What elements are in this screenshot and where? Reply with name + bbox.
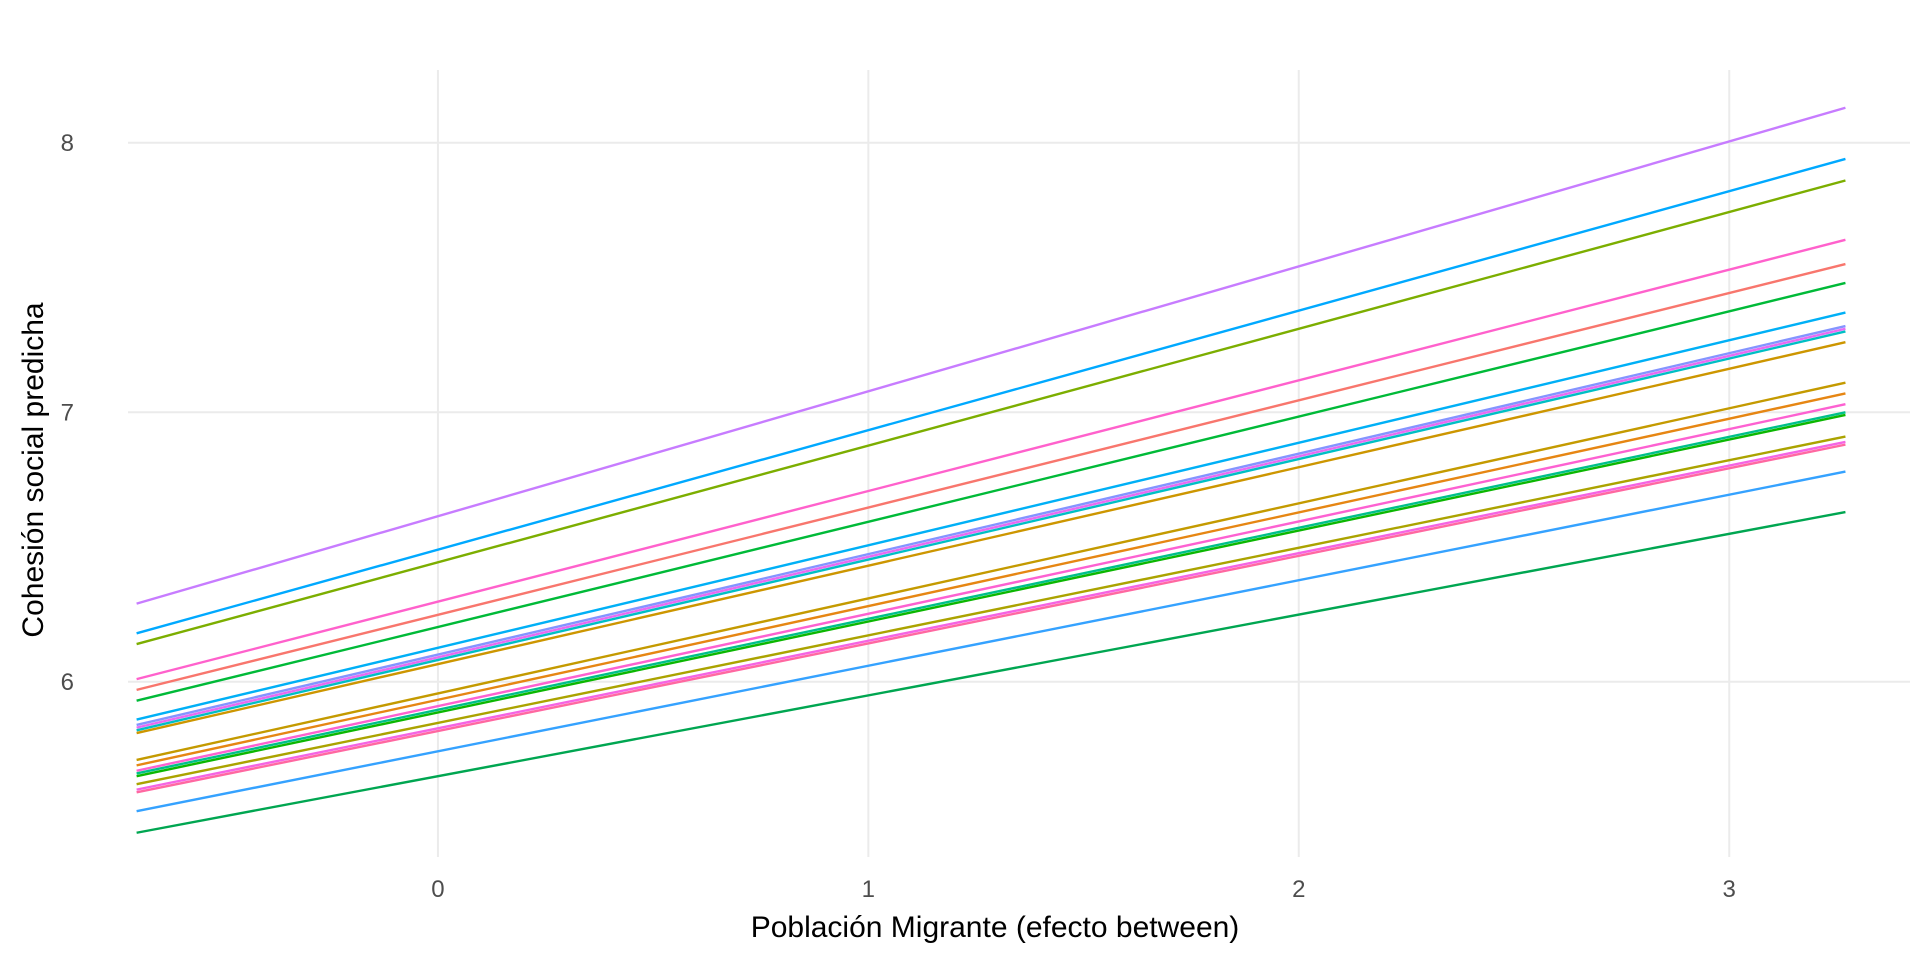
series-line-18 — [136, 443, 1846, 794]
series-line-9 — [136, 330, 1846, 732]
series-line-14 — [136, 411, 1846, 775]
series-line-10 — [136, 341, 1846, 735]
y-tick-label-2: 8 — [61, 130, 74, 157]
series-line-2 — [136, 179, 1846, 646]
series-line-12 — [136, 392, 1846, 767]
series-line-8 — [136, 327, 1846, 729]
x-tick-label-3: 3 — [1723, 876, 1736, 903]
series-line-0 — [136, 106, 1846, 605]
series-line-1 — [136, 157, 1846, 635]
y-tick-labels: 6 7 8 — [61, 130, 74, 696]
series-line-4 — [136, 262, 1846, 692]
series-line-13 — [136, 403, 1846, 772]
x-axis-title: Población Migrante (efecto between) — [751, 911, 1240, 944]
series-line-7 — [136, 324, 1846, 727]
x-tick-label-1: 1 — [862, 876, 875, 903]
series-line-20 — [136, 510, 1846, 834]
x-tick-labels: 0 1 2 3 — [431, 876, 1736, 903]
series-line-19 — [136, 470, 1846, 813]
y-tick-label-1: 7 — [61, 399, 74, 426]
series-line-6 — [136, 311, 1846, 721]
series-line-5 — [136, 281, 1846, 702]
series-line-16 — [136, 435, 1846, 786]
y-axis-title: Cohesión social predicha — [17, 302, 50, 638]
series-lines — [136, 106, 1846, 834]
series-line-11 — [136, 381, 1846, 762]
series-line-15 — [136, 413, 1846, 778]
x-tick-label-0: 0 — [431, 876, 444, 903]
x-gridlines — [436, 70, 1731, 857]
y-gridlines — [128, 141, 1910, 683]
series-line-17 — [136, 440, 1846, 791]
x-tick-label-2: 2 — [1292, 876, 1305, 903]
y-tick-label-0: 6 — [61, 669, 74, 696]
series-line-3 — [136, 238, 1846, 681]
